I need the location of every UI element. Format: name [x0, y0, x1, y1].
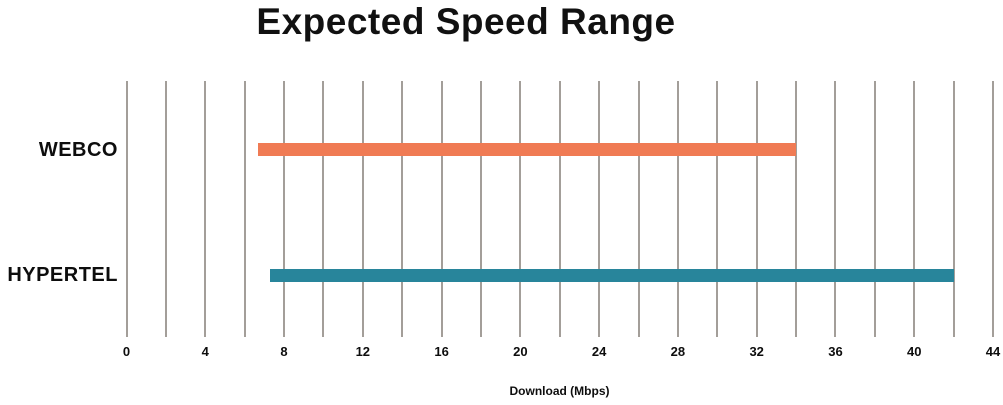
category-label-webco: WEBCO: [38, 138, 118, 161]
x-tick-label-44: 44: [985, 344, 1001, 359]
chart-title: Expected Speed Range: [256, 1, 676, 42]
x-tick-label-32: 32: [749, 344, 764, 359]
gridline-10: [322, 81, 325, 337]
gridline-30: [716, 81, 719, 337]
gridline-4: [204, 81, 207, 337]
gridline-0: [125, 81, 128, 337]
x-tick-label-36: 36: [828, 344, 843, 359]
gridline-28: [676, 81, 679, 337]
x-tick-label-8: 8: [280, 344, 288, 359]
gridline-42: [952, 81, 955, 337]
gridline-32: [755, 81, 758, 337]
gridline-22: [558, 81, 561, 337]
gridline-36: [834, 81, 837, 337]
range-bar-hypertel: [270, 268, 954, 282]
x-tick-label-40: 40: [906, 344, 922, 359]
gridline-20: [519, 81, 522, 337]
gridline-16: [440, 81, 443, 337]
gridline-34: [795, 81, 798, 337]
category-label-hypertel: HYPERTEL: [7, 264, 118, 286]
x-tick-label-16: 16: [434, 344, 449, 359]
x-tick-label-20: 20: [513, 344, 528, 359]
gridline-12: [361, 81, 364, 337]
x-tick-label-28: 28: [670, 344, 686, 359]
gridline-38: [873, 81, 876, 337]
gridline-18: [479, 81, 482, 337]
x-tick-label-0: 0: [122, 344, 131, 359]
x-axis-label: Download (Mbps): [509, 384, 610, 398]
gridline-24: [598, 81, 601, 337]
gridline-14: [401, 81, 404, 337]
gridline-6: [243, 81, 246, 337]
gridline-40: [913, 81, 916, 337]
x-tick-label-12: 12: [355, 344, 371, 359]
gridline-2: [164, 81, 167, 337]
range-bar-webco: [258, 143, 797, 156]
gridline-26: [637, 81, 640, 337]
x-tick-label-24: 24: [591, 344, 607, 359]
gridline-8: [283, 81, 286, 337]
x-tick-label-4: 4: [201, 344, 209, 359]
gridline-44: [992, 81, 994, 337]
